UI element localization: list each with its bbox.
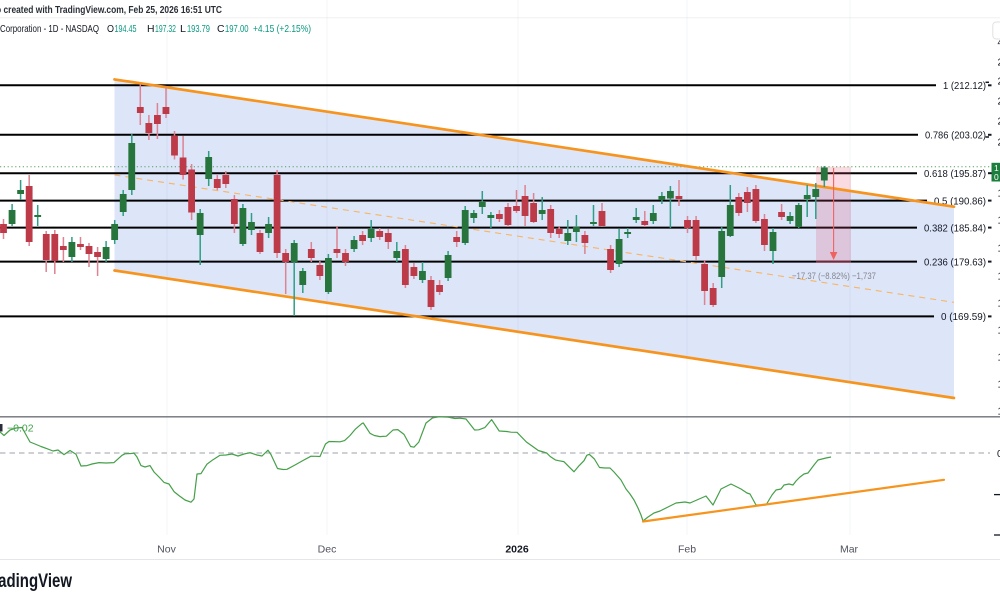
- svg-text:Nov: Nov: [157, 544, 176, 556]
- svg-text:1: 1: [998, 216, 1000, 227]
- svg-text:TradingView: TradingView: [0, 570, 73, 592]
- svg-text:2: 2: [998, 117, 1000, 128]
- svg-text:2: 2: [998, 58, 1000, 69]
- svg-text:1: 1: [998, 299, 1000, 310]
- svg-text:H: H: [147, 24, 155, 35]
- svg-text:0.618 (195.87): 0.618 (195.87): [924, 168, 986, 180]
- svg-text:197.32: 197.32: [155, 24, 176, 35]
- svg-text:1: 1: [998, 244, 1000, 255]
- svg-text:2: 2: [998, 97, 1000, 108]
- svg-text:Feb: Feb: [678, 544, 696, 556]
- svg-text:2026: 2026: [505, 544, 529, 556]
- svg-text:+4.15 (+2.15%): +4.15 (+2.15%): [253, 24, 311, 35]
- svg-text:1: 1: [998, 380, 1000, 391]
- svg-text:−0.02: −0.02: [7, 423, 34, 435]
- svg-text:Mar: Mar: [840, 544, 859, 556]
- svg-text:0.382 (185.84): 0.382 (185.84): [924, 222, 986, 234]
- svg-text:2: 2: [998, 138, 1000, 149]
- svg-text:Dec: Dec: [318, 544, 337, 556]
- svg-text:o created with TradingView.com: o created with TradingView.com, Feb 25, …: [0, 4, 222, 16]
- svg-text:C: C: [217, 24, 225, 35]
- svg-text:0.786 (203.02): 0.786 (203.02): [925, 130, 986, 142]
- svg-text:0.236 (179.63): 0.236 (179.63): [924, 256, 986, 268]
- svg-text:Corporation - 1D - NASDAQ: Corporation - 1D - NASDAQ: [0, 24, 99, 35]
- svg-text:1: 1: [998, 326, 1000, 337]
- svg-text:4: 4: [998, 38, 1000, 48]
- svg-text:1 (212.12): 1 (212.12): [943, 80, 986, 92]
- svg-text:1: 1: [998, 189, 1000, 200]
- svg-text:2: 2: [998, 77, 1000, 88]
- svg-text:L: L: [180, 24, 186, 35]
- svg-text:0: 0: [994, 172, 999, 182]
- svg-text:194.45: 194.45: [115, 24, 137, 35]
- svg-text:0: 0: [997, 449, 1000, 460]
- svg-text:−17.37 (−8.82%) −1,737: −17.37 (−8.82%) −1,737: [792, 271, 876, 282]
- svg-text:1: 1: [994, 163, 999, 173]
- svg-text:O: O: [107, 24, 114, 35]
- svg-text:197.00: 197.00: [225, 24, 249, 35]
- svg-text:193.79: 193.79: [187, 24, 210, 35]
- svg-text:0 (169.59): 0 (169.59): [941, 311, 986, 323]
- svg-text:1: 1: [998, 407, 1000, 418]
- svg-text:1: 1: [998, 353, 1000, 364]
- svg-text:1: 1: [998, 272, 1000, 283]
